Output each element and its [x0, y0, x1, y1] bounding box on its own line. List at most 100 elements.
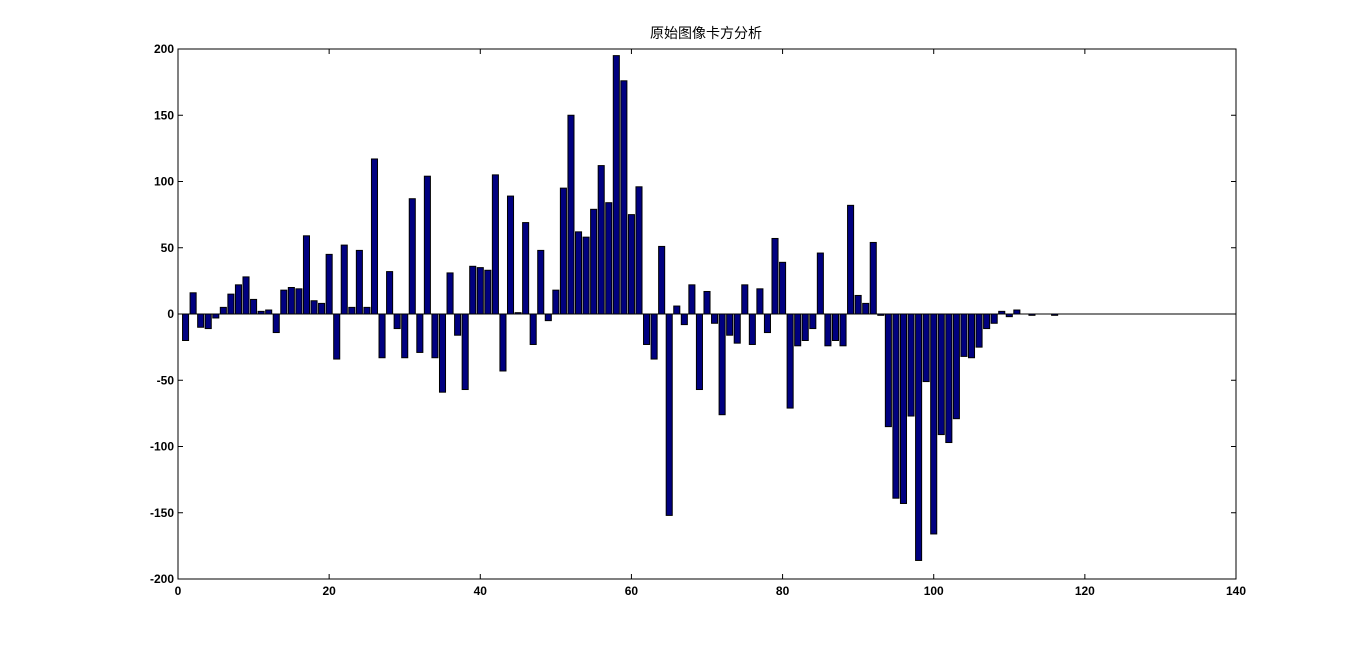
x-tick-label: 80 — [776, 584, 790, 598]
bar-85 — [816, 252, 824, 315]
bar-56 — [597, 165, 605, 315]
bar-36 — [446, 272, 454, 315]
bar-66 — [673, 305, 681, 315]
bar-26 — [370, 158, 379, 315]
bar-90 — [854, 294, 862, 315]
bar-39 — [469, 265, 477, 315]
bar-28 — [386, 271, 394, 315]
bar-86 — [824, 313, 832, 347]
bar-105 — [967, 313, 976, 359]
y-tick-label: 100 — [154, 175, 174, 189]
bar-40 — [476, 267, 484, 315]
bar-80 — [779, 261, 787, 315]
bar-13 — [272, 313, 280, 334]
bar-53 — [575, 231, 583, 315]
bar-83 — [801, 313, 809, 341]
bar-1 — [182, 313, 190, 341]
bar-98 — [915, 313, 923, 561]
y-tick-label: -150 — [150, 506, 174, 520]
x-tick-label: 120 — [1075, 584, 1095, 598]
bar-100 — [930, 313, 938, 535]
bar-87 — [831, 313, 840, 341]
bar-42 — [491, 174, 499, 315]
y-tick-label: 0 — [167, 307, 174, 321]
bar-30 — [401, 313, 409, 359]
bar-22 — [340, 244, 348, 315]
bar-35 — [438, 313, 447, 393]
y-tick-label: 150 — [154, 108, 174, 122]
bar-72 — [718, 313, 726, 416]
y-tick-label: 50 — [161, 241, 175, 255]
bar-99 — [922, 313, 930, 383]
chart-title: 原始图像卡方分析 — [650, 25, 762, 41]
bar-49 — [544, 313, 552, 322]
bar-14 — [280, 289, 288, 315]
bar-95 — [892, 313, 900, 499]
bar-12 — [265, 309, 273, 315]
bar-4 — [204, 313, 212, 330]
bar-63 — [650, 313, 658, 360]
bar-96 — [899, 313, 908, 504]
bars-layer — [182, 55, 1059, 561]
bar-32 — [416, 313, 424, 353]
bar-67 — [680, 313, 688, 326]
bar-47 — [529, 313, 537, 345]
bar-24 — [355, 249, 363, 315]
bar-16 — [295, 288, 303, 315]
bar-48 — [537, 249, 545, 315]
bar-18 — [310, 300, 318, 315]
bar-97 — [907, 313, 915, 417]
bar-58 — [612, 55, 620, 315]
bar-76 — [748, 313, 756, 345]
bar-57 — [605, 202, 613, 315]
bar-77 — [756, 288, 764, 315]
bar-94 — [884, 313, 892, 428]
bar-21 — [333, 313, 341, 360]
bar-55 — [590, 208, 598, 315]
bar-91 — [862, 302, 870, 315]
bar-111 — [1013, 309, 1021, 315]
bar-15 — [287, 287, 295, 315]
bar-71 — [711, 313, 719, 324]
bar-17 — [302, 235, 311, 315]
bar-46 — [522, 222, 530, 315]
y-tick-label: -50 — [157, 373, 175, 387]
bar-102 — [945, 313, 953, 444]
bar-52 — [567, 114, 575, 315]
bar-8 — [234, 284, 242, 315]
bar-62 — [643, 313, 651, 345]
bar-79 — [771, 237, 779, 315]
bar-84 — [809, 313, 817, 330]
y-tick-label: 200 — [154, 42, 174, 56]
bar-27 — [378, 313, 386, 359]
bar-44 — [506, 195, 515, 315]
bar-59 — [620, 80, 628, 315]
bar-43 — [499, 313, 507, 372]
bar-29 — [393, 313, 401, 330]
y-tick-label: -100 — [150, 440, 174, 454]
bar-75 — [741, 284, 749, 315]
bar-92 — [869, 241, 877, 315]
bar-64 — [658, 245, 666, 315]
x-tick-label: 40 — [474, 584, 488, 598]
bar-54 — [582, 236, 590, 315]
bar-107 — [983, 313, 991, 330]
bar-69 — [695, 313, 703, 391]
axes-layer — [177, 48, 1237, 580]
x-tick-label: 20 — [322, 584, 336, 598]
bar-88 — [839, 313, 847, 347]
bar-33 — [423, 175, 431, 315]
bar-38 — [461, 313, 469, 391]
bar-70 — [703, 290, 711, 315]
y-tick-label: -200 — [150, 572, 174, 586]
bar-101 — [937, 313, 945, 436]
bar-60 — [627, 214, 635, 315]
bar-31 — [408, 198, 416, 315]
x-tick-label: 0 — [175, 584, 182, 598]
bar-37 — [454, 313, 462, 336]
bar-89 — [847, 204, 855, 315]
bar-103 — [952, 313, 960, 420]
bar-104 — [960, 313, 968, 357]
